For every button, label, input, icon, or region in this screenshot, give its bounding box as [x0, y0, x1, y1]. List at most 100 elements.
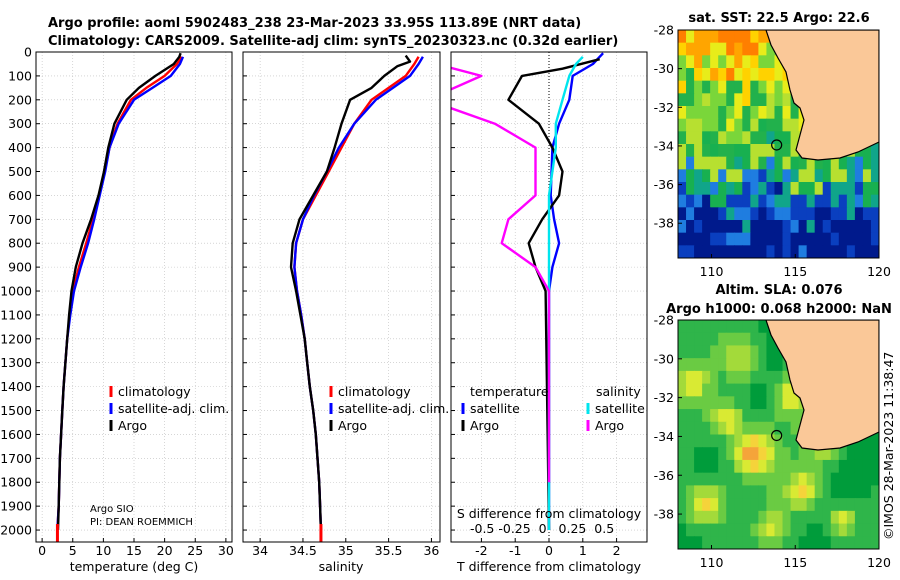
heatmap-cell — [726, 131, 735, 145]
heatmap-cell — [790, 472, 800, 486]
heatmap-cell — [830, 536, 840, 549]
heatmap-cell — [678, 80, 687, 94]
heatmap-cell — [734, 485, 743, 499]
heatmap-cell — [686, 434, 695, 448]
heatmap-cell — [774, 144, 784, 158]
heatmap-cell — [774, 207, 784, 221]
heatmap-cell — [742, 207, 751, 221]
heatmap-cell — [870, 144, 879, 158]
heatmap-cell — [726, 68, 735, 82]
heatmap-cell — [694, 232, 703, 246]
heatmap-cell — [742, 220, 751, 234]
heatmap-cell — [726, 207, 735, 221]
heatmap-cell — [710, 93, 719, 107]
heatmap-cell — [758, 383, 768, 397]
heatmap-cell — [710, 498, 719, 512]
heatmap-cell — [694, 55, 703, 69]
heatmap-cell — [734, 510, 743, 525]
heatmap-cell — [782, 93, 792, 107]
sla-map-title-2: Argo h1000: 0.068 h2000: NaN — [666, 302, 892, 317]
heatmap-cell — [718, 510, 727, 525]
heatmap-cell — [870, 459, 879, 474]
heatmap-cell — [742, 320, 751, 334]
heatmap-cell — [862, 447, 872, 461]
heatmap-cell — [686, 536, 695, 549]
heatmap-cell — [822, 498, 832, 512]
heatmap-cell — [782, 447, 792, 461]
depth-tick-label: 0 — [24, 45, 32, 60]
heatmap-cell — [758, 80, 768, 94]
heatmap-cell — [846, 447, 856, 461]
heatmap-cell — [686, 156, 695, 170]
depth-tick-label: 1700 — [0, 451, 32, 466]
lat-tick-label: -34 — [654, 138, 674, 153]
heatmap-cell — [710, 144, 719, 158]
salinity-xlabel: salinity — [319, 559, 364, 574]
depth-tick-label: 500 — [8, 164, 32, 179]
difference-xlabel: T difference from climatology — [456, 559, 642, 574]
heatmap-cell — [710, 485, 719, 499]
heatmap-cell — [790, 421, 800, 436]
x-tick-label: 5 — [69, 543, 77, 558]
heatmap-cell — [782, 434, 792, 448]
heatmap-cell — [678, 498, 687, 512]
heatmap-cell — [870, 510, 879, 525]
heatmap-cell — [862, 459, 872, 474]
argo-float-marker — [771, 139, 783, 151]
heatmap-cell — [798, 207, 808, 221]
heatmap-cell — [726, 523, 735, 537]
heatmap-cell — [694, 332, 703, 347]
heatmap-cell — [822, 220, 832, 234]
heatmap-cell — [742, 358, 751, 372]
heatmap-cell — [870, 232, 879, 246]
heatmap-cell — [830, 485, 840, 499]
heatmap-cell — [718, 118, 727, 132]
x-tick-label: 15 — [126, 543, 142, 558]
heatmap-cell — [694, 472, 703, 486]
heatmap-cell — [702, 396, 711, 410]
heatmap-cell — [838, 194, 848, 208]
heatmap-cell — [726, 30, 735, 44]
heatmap-cell — [686, 30, 695, 44]
heatmap-cell — [726, 421, 735, 436]
heatmap-cell — [694, 485, 703, 499]
x-tick-label: 34 — [252, 543, 268, 558]
heatmap-cell — [710, 320, 719, 334]
heatmap-cell — [726, 220, 735, 234]
heatmap-cell — [726, 80, 735, 94]
temperature-panel: 0100200300400500600700800900100011001200… — [0, 45, 234, 575]
heatmap-cell — [862, 169, 872, 183]
heatmap-cell — [862, 523, 872, 537]
heatmap-cell — [750, 320, 759, 334]
heatmap-cell — [782, 421, 792, 436]
series-line — [293, 56, 424, 531]
heatmap-cell — [702, 370, 711, 385]
heatmap-cell — [742, 80, 751, 94]
heatmap-cell — [798, 459, 808, 474]
difference-legend: temperature salinity satellite Argo sate… — [461, 384, 645, 433]
heatmap-cell — [822, 245, 832, 258]
heatmap-cell — [686, 485, 695, 499]
heatmap-cell — [870, 194, 879, 208]
heatmap-cell — [726, 320, 735, 334]
heatmap-cell — [758, 182, 768, 196]
heatmap-cell — [806, 232, 816, 246]
heatmap-cell — [734, 232, 743, 246]
heatmap-cell — [718, 207, 727, 221]
heatmap-cell — [726, 332, 735, 347]
heatmap-cell — [774, 447, 784, 461]
heatmap-cell — [694, 320, 703, 334]
s-difference-ticks: -0.5 -0.25 0 0.25 0.5 — [470, 521, 614, 536]
heatmap-cell — [718, 30, 727, 44]
depth-tick-label: 1500 — [0, 403, 32, 418]
heatmap-cell — [710, 220, 719, 234]
heatmap-cell — [678, 182, 687, 196]
heatmap-cell — [702, 182, 711, 196]
heatmap-cell — [766, 510, 776, 525]
heatmap-cell — [710, 447, 719, 461]
heatmap-cell — [838, 220, 848, 234]
heatmap-cell — [758, 220, 768, 234]
heatmap-cell — [854, 536, 864, 549]
heatmap-cell — [742, 232, 751, 246]
lon-tick-label: 110 — [700, 555, 724, 570]
